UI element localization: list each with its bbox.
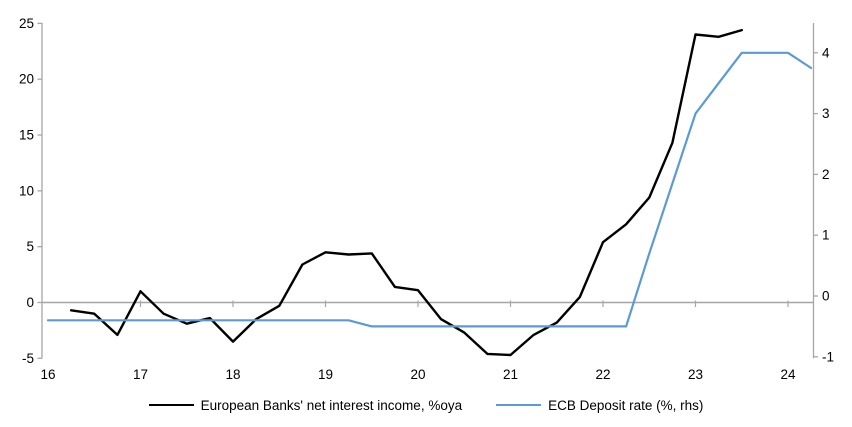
legend-label-net-interest-income: European Banks' net interest income, %oy… (200, 397, 463, 413)
svg-text:18: 18 (225, 367, 240, 382)
svg-text:23: 23 (688, 367, 703, 382)
svg-text:19: 19 (318, 367, 333, 382)
svg-text:15: 15 (19, 128, 34, 143)
x-axis-labels: 16 17 18 19 20 21 22 23 24 (40, 367, 796, 382)
svg-text:0: 0 (822, 289, 830, 304)
blue-line-swatch-icon (496, 404, 542, 406)
svg-text:-5: -5 (22, 351, 34, 366)
svg-text:5: 5 (26, 239, 34, 254)
svg-text:21: 21 (503, 367, 518, 382)
svg-text:4: 4 (822, 45, 830, 60)
series-line-net-interest-income (69, 28, 743, 357)
legend-item-ecb-deposit-rate: ECB Deposit rate (%, rhs) (496, 398, 703, 413)
svg-text:25: 25 (19, 16, 34, 31)
svg-text:0: 0 (26, 295, 34, 310)
svg-text:3: 3 (822, 106, 830, 121)
svg-text:24: 24 (780, 367, 796, 382)
svg-text:20: 20 (410, 367, 425, 382)
black-line-swatch-icon (148, 404, 194, 406)
svg-text:22: 22 (595, 367, 610, 382)
series-line-ecb-deposit-rate (46, 51, 813, 328)
legend-label-ecb-deposit-rate: ECB Deposit rate (%, rhs) (548, 397, 704, 413)
legend: European Banks' net interest income, %oy… (0, 394, 852, 416)
right-y-axis: -1 0 1 2 3 4 (812, 23, 834, 364)
left-y-axis: -5 0 5 10 15 20 25 (19, 16, 43, 366)
legend-item-net-interest-income: European Banks' net interest income, %oy… (148, 397, 463, 413)
svg-text:1: 1 (822, 228, 830, 243)
svg-text:2: 2 (822, 167, 830, 182)
svg-text:10: 10 (19, 183, 34, 198)
svg-text:20: 20 (19, 72, 34, 87)
svg-text:16: 16 (40, 367, 55, 382)
svg-text:17: 17 (133, 367, 148, 382)
svg-text:-1: -1 (822, 349, 834, 364)
